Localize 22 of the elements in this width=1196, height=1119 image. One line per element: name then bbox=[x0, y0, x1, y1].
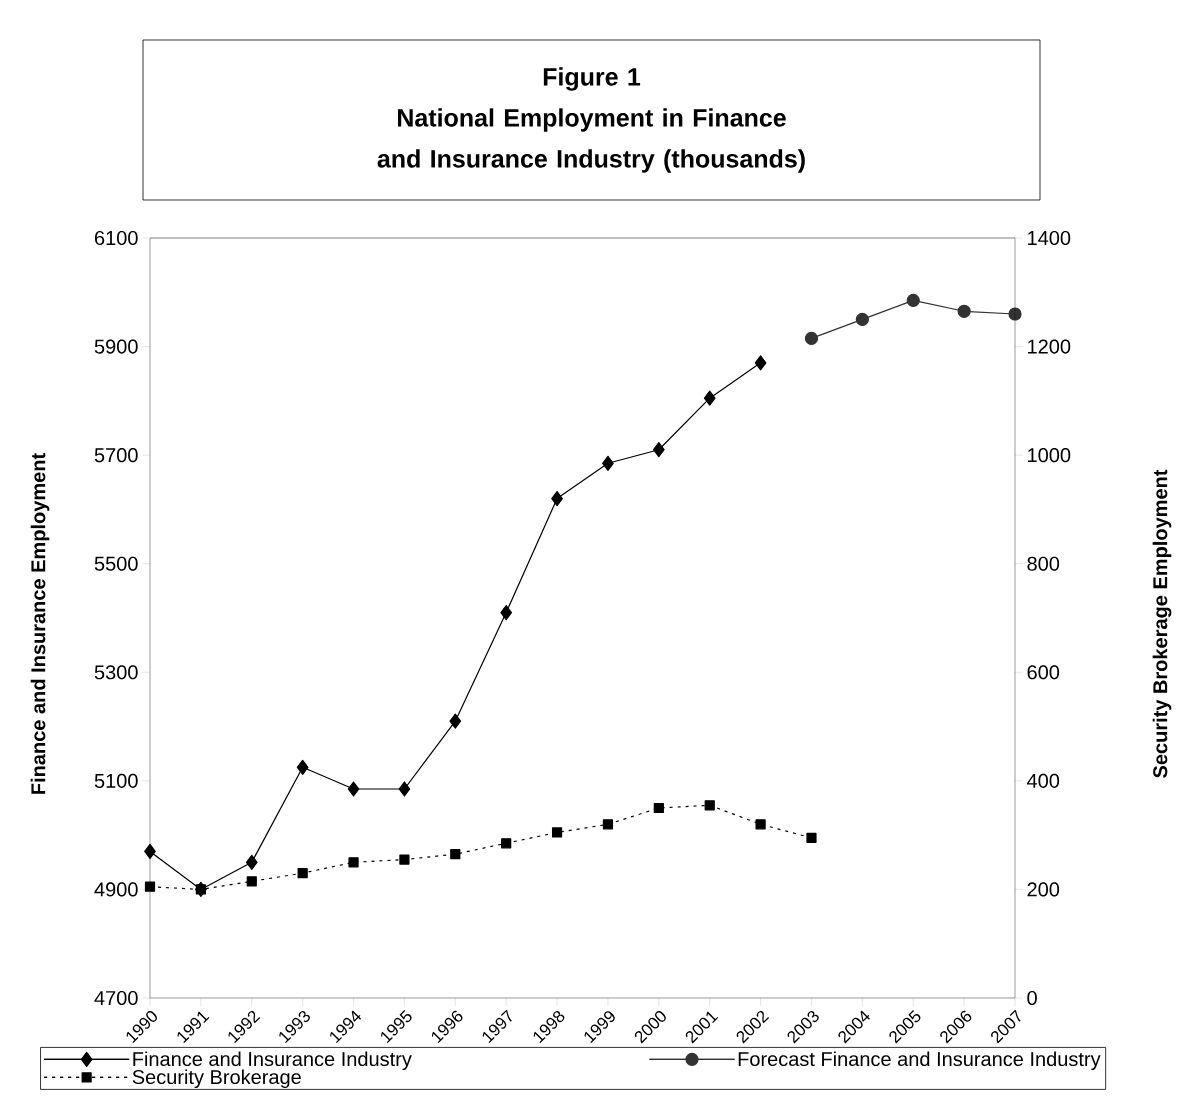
chart-title: Figure 1 bbox=[543, 67, 641, 91]
y-tick-label: 5900 bbox=[94, 339, 138, 354]
y2-tick-label: 1400 bbox=[1028, 230, 1071, 246]
y2-tick-label: 400 bbox=[1027, 773, 1060, 788]
y-tick-label: 4700 bbox=[94, 990, 138, 1006]
y-tick-label: 5500 bbox=[94, 556, 138, 571]
y2-tick-label: 1000 bbox=[1028, 448, 1071, 463]
y2-tick-label: 0 bbox=[1027, 990, 1037, 1006]
y2-tick-label: 600 bbox=[1027, 665, 1060, 680]
y2-tick-label: 800 bbox=[1027, 556, 1060, 571]
y-tick-label: 5300 bbox=[94, 665, 138, 680]
y-tick-label: 6100 bbox=[94, 230, 138, 246]
y-tick-label: 5100 bbox=[94, 773, 138, 788]
legend-label: Forecast Finance and Insurance Industry bbox=[738, 1051, 1101, 1071]
y-axis-title: Finance and Insurance Employment bbox=[30, 453, 50, 794]
chart-subtitle: National Employment in Finance and Insurance Industry (thousands) bbox=[377, 108, 805, 173]
y2-axis-title: Security Brokerage Employment bbox=[1152, 469, 1172, 778]
y-tick-label: 5700 bbox=[94, 448, 138, 463]
legend-label: Security Brokerage bbox=[132, 1069, 301, 1089]
y2-tick-label: 200 bbox=[1027, 882, 1060, 897]
y-tick-label: 4900 bbox=[94, 882, 138, 897]
y2-tick-label: 1200 bbox=[1028, 339, 1071, 354]
